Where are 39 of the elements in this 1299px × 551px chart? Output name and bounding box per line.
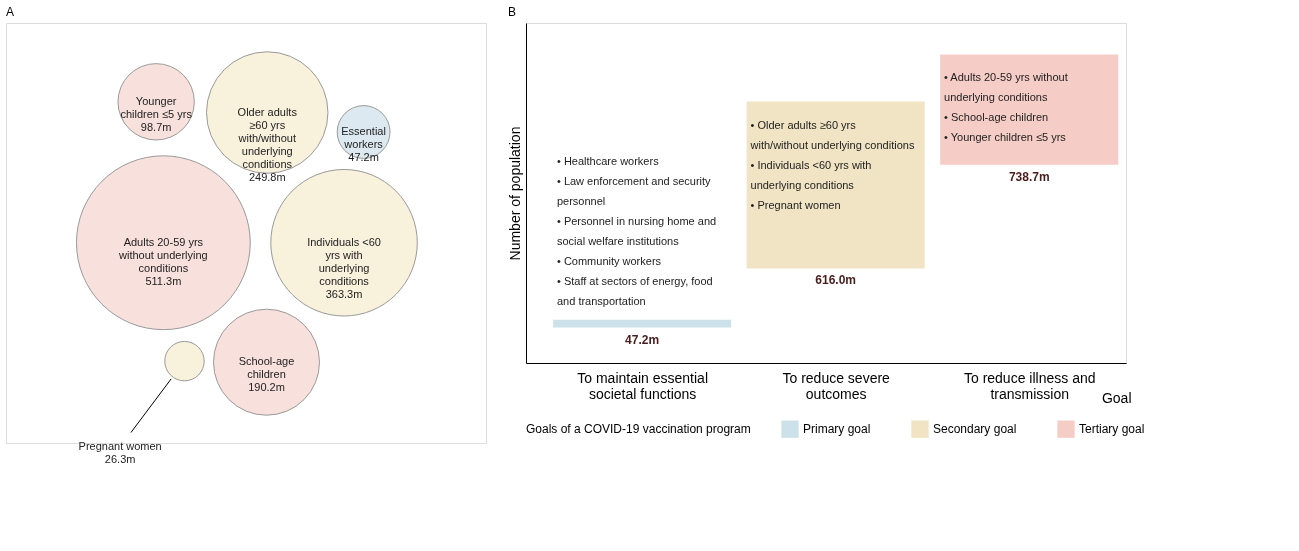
data-label: 26.3m [104, 452, 136, 465]
category-label: Older adults ≥60 yrs with/without underlying conditions [237, 105, 298, 170]
text: Number of population [506, 126, 523, 261]
text: • Personnel in nursing home and social welfare institutions [556, 214, 717, 247]
text: • Staff at sectors of energy, food and transportation [556, 274, 713, 307]
category-label: Younger children ≤5 yrs [120, 94, 193, 120]
text: • Law enforcement and security personnel [556, 174, 711, 207]
category-label: School-age children [238, 355, 295, 381]
text: Goal [1101, 389, 1132, 406]
text: • Younger children ≤5 yrs [944, 131, 1066, 144]
text: • Individuals <60 yrs with underlying conditions [750, 158, 872, 191]
category-label: Adults 20-59 yrs without underlying conditions [118, 235, 208, 274]
data-label: 363.3m [325, 287, 363, 300]
data-label: 190.2m [248, 381, 285, 394]
legend-title: Goals of a COVID-19 vaccination program [526, 422, 751, 436]
category-label: Individuals <60 yrs with underlying conditions [307, 235, 381, 287]
text: A [6, 5, 15, 19]
data-label: 738.7m [1008, 169, 1050, 184]
text: • Adults 20-59 yrs without underlying conditions [944, 71, 1068, 104]
category-label: Essential workers [341, 125, 386, 151]
legend-label: Primary goal [803, 422, 871, 437]
text: • Pregnant women [750, 198, 841, 211]
text: B [508, 5, 517, 19]
text: • Healthcare workers [556, 154, 659, 167]
text: • School-age children [944, 111, 1049, 124]
data-label: 249.8m [248, 170, 286, 183]
category-label: To reduce illness and transmission [963, 369, 1096, 402]
legend-label: Secondary goal [933, 422, 1017, 437]
data-label: 47.2m [348, 151, 379, 164]
legend-label: Tertiary goal [1079, 422, 1145, 437]
data-label: 47.2m [625, 332, 660, 347]
data-label: 98.7m [140, 120, 172, 133]
category-label: To reduce severe outcomes [782, 369, 891, 402]
text: • Older adults ≥60 yrs with/without underlying conditions [750, 118, 915, 151]
category-label: To maintain essential societal functions [577, 369, 708, 402]
data-label: 616.0m [815, 273, 857, 288]
data-label: 511.3m [145, 274, 182, 287]
category-label: Pregnant women [78, 439, 162, 452]
text: • Community workers [556, 254, 662, 267]
